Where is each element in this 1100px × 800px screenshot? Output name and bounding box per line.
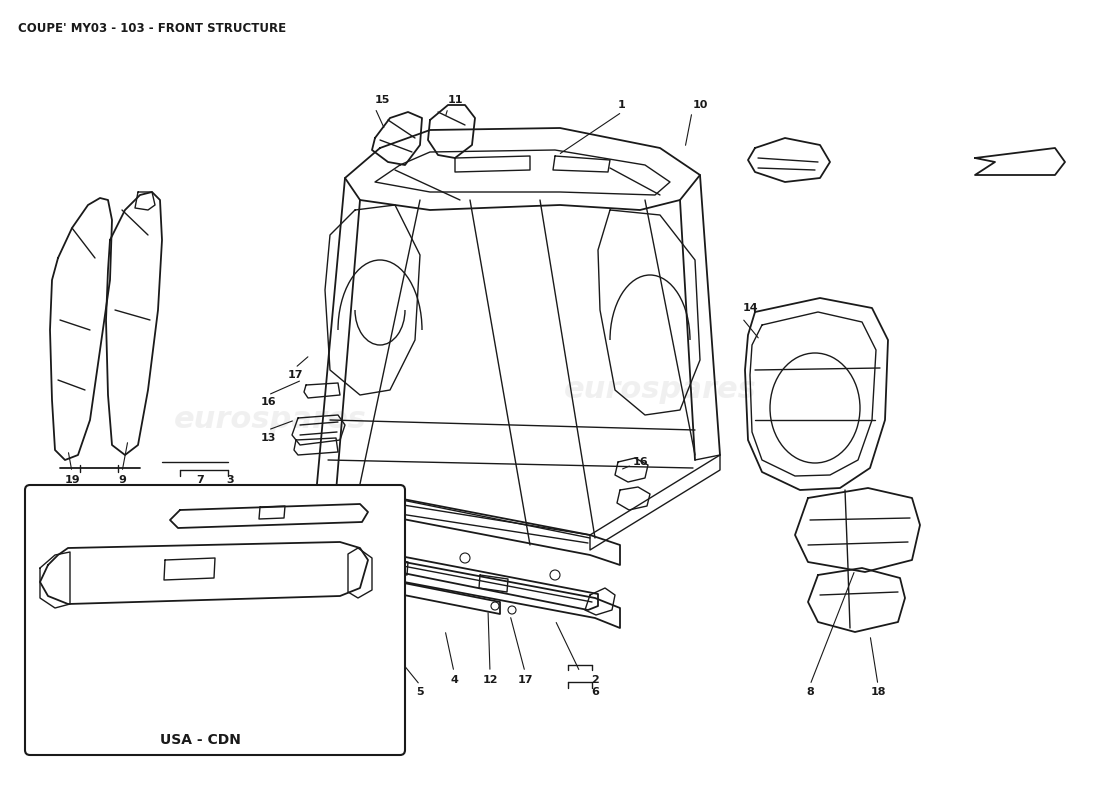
Text: 17: 17 xyxy=(517,675,532,685)
Text: 8: 8 xyxy=(806,687,814,697)
Text: 14: 14 xyxy=(742,303,758,313)
Text: 15: 15 xyxy=(374,95,389,105)
Text: 11: 11 xyxy=(448,95,463,105)
Polygon shape xyxy=(975,148,1065,175)
Text: 17: 17 xyxy=(287,370,303,380)
Text: USA - CDN: USA - CDN xyxy=(160,733,241,747)
Text: 3: 3 xyxy=(227,475,234,485)
Text: 7: 7 xyxy=(196,475,204,485)
Text: 10: 10 xyxy=(692,100,707,110)
Text: 13: 13 xyxy=(261,433,276,443)
Text: 19: 19 xyxy=(64,475,80,485)
Text: COUPE' MY03 - 103 - FRONT STRUCTURE: COUPE' MY03 - 103 - FRONT STRUCTURE xyxy=(18,22,286,35)
Text: 16: 16 xyxy=(632,457,648,467)
Text: eurospares: eurospares xyxy=(174,406,366,434)
Polygon shape xyxy=(40,542,368,604)
Text: 5: 5 xyxy=(416,687,424,697)
Text: 6: 6 xyxy=(591,687,598,697)
Text: 9: 9 xyxy=(118,475,125,485)
Text: 1: 1 xyxy=(618,100,626,110)
FancyBboxPatch shape xyxy=(25,485,405,755)
Text: 2: 2 xyxy=(591,675,598,685)
Text: 4: 4 xyxy=(450,675,458,685)
Text: 16: 16 xyxy=(261,397,276,407)
Text: 12: 12 xyxy=(482,675,497,685)
Text: 18: 18 xyxy=(870,687,886,697)
Text: eurospares: eurospares xyxy=(563,375,757,405)
